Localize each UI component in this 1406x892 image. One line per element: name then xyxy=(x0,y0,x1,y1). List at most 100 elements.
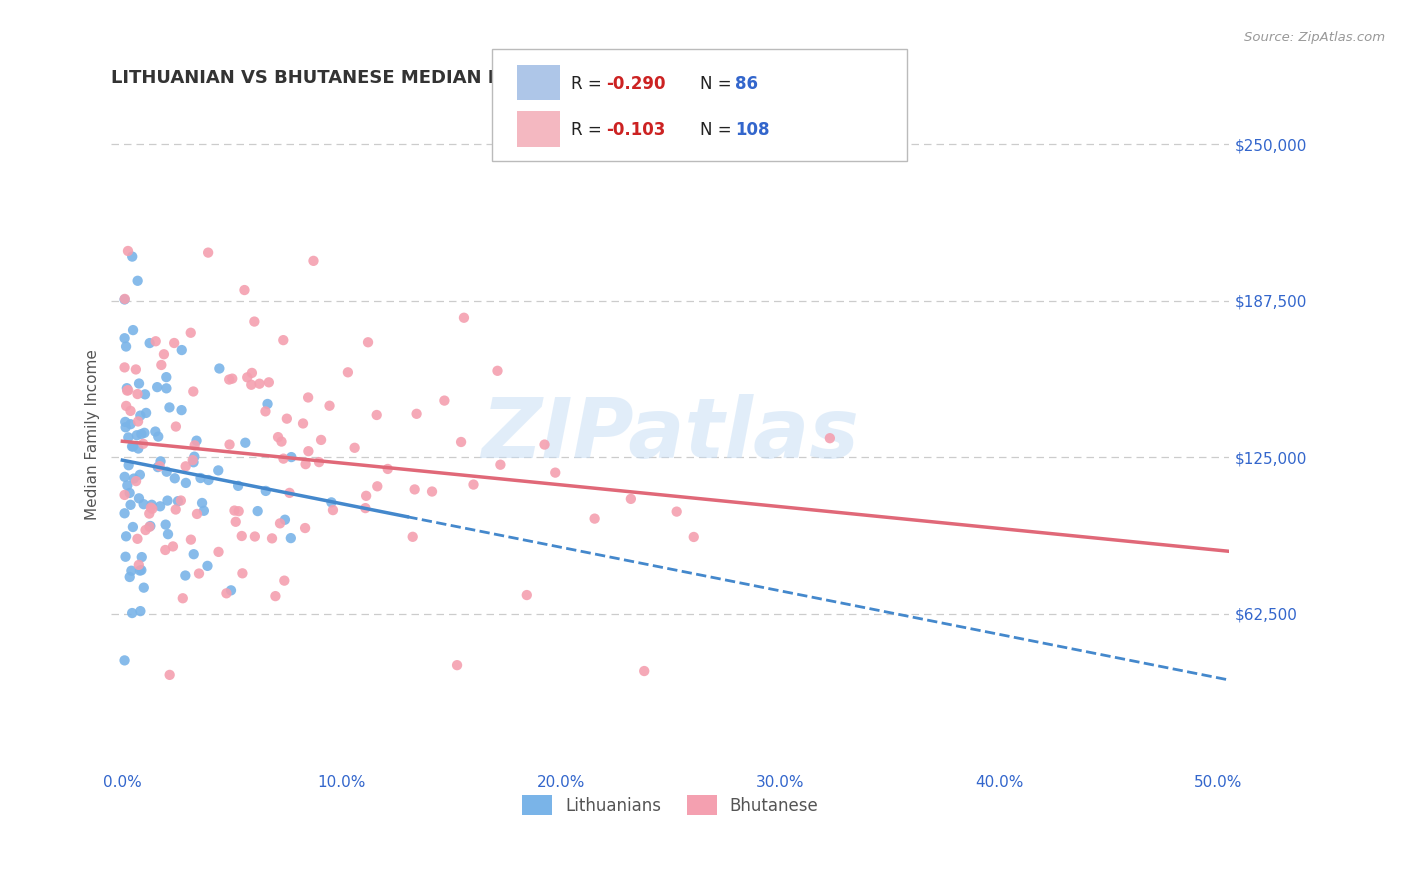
Point xyxy=(183,455,205,469)
Point xyxy=(354,489,377,503)
Point xyxy=(114,293,136,307)
Point xyxy=(146,460,169,475)
Point xyxy=(122,440,145,454)
Point xyxy=(516,588,538,602)
Point xyxy=(233,283,256,297)
Point xyxy=(163,336,186,351)
Point xyxy=(224,503,246,517)
Point xyxy=(132,497,155,511)
Text: -0.290: -0.290 xyxy=(606,75,665,94)
Point xyxy=(405,407,427,421)
Point xyxy=(302,253,325,268)
Point xyxy=(117,383,139,397)
Point xyxy=(264,589,287,603)
Point xyxy=(818,431,841,445)
Point xyxy=(114,549,136,564)
Point xyxy=(240,366,263,380)
Point xyxy=(215,586,238,600)
Point xyxy=(159,401,181,415)
Point xyxy=(155,543,177,558)
Point xyxy=(273,574,295,588)
Point xyxy=(228,504,250,518)
Point xyxy=(122,471,145,485)
Point xyxy=(127,532,149,546)
Point xyxy=(156,493,179,508)
Point xyxy=(208,361,231,376)
Point xyxy=(233,435,256,450)
Point xyxy=(132,437,155,451)
Point xyxy=(131,563,153,577)
Point xyxy=(420,484,443,499)
Point xyxy=(682,530,704,544)
Point xyxy=(292,417,315,431)
Point xyxy=(115,339,138,353)
Point xyxy=(321,495,343,509)
Point xyxy=(138,507,160,521)
Point xyxy=(122,520,145,534)
Point xyxy=(207,463,229,477)
Point xyxy=(117,430,139,444)
Point xyxy=(270,434,292,449)
Point xyxy=(165,419,187,434)
Point xyxy=(197,558,219,573)
Point xyxy=(145,334,167,349)
Point xyxy=(120,404,142,418)
Point xyxy=(153,347,176,361)
Point xyxy=(197,473,219,487)
Point xyxy=(127,274,149,288)
Point xyxy=(294,521,316,535)
Point xyxy=(193,504,215,518)
Point xyxy=(114,331,136,345)
Point xyxy=(207,545,229,559)
Point xyxy=(188,566,211,581)
Text: 108: 108 xyxy=(735,121,770,139)
Point xyxy=(633,664,655,678)
Point xyxy=(174,475,197,490)
Point xyxy=(117,244,139,258)
Point xyxy=(141,498,163,512)
Point xyxy=(174,459,197,474)
Text: Source: ZipAtlas.com: Source: ZipAtlas.com xyxy=(1244,31,1385,45)
Point xyxy=(533,437,555,451)
Point xyxy=(402,530,425,544)
Point xyxy=(120,498,142,512)
Point xyxy=(138,336,160,351)
Point xyxy=(127,387,149,401)
Point xyxy=(117,458,139,473)
Point xyxy=(120,564,142,578)
Text: -0.103: -0.103 xyxy=(606,121,665,139)
Point xyxy=(118,570,141,584)
Text: ZIPatlas: ZIPatlas xyxy=(481,394,859,475)
Point xyxy=(180,533,202,547)
Point xyxy=(170,343,193,357)
Point xyxy=(489,458,512,472)
Point xyxy=(404,483,426,497)
Point xyxy=(135,406,157,420)
Point xyxy=(186,507,208,521)
Point xyxy=(336,365,359,379)
Point xyxy=(218,373,240,387)
Point xyxy=(155,370,177,384)
Text: R =: R = xyxy=(571,121,607,139)
Point xyxy=(318,399,340,413)
Point xyxy=(463,477,485,491)
Point xyxy=(246,504,269,518)
Text: LITHUANIAN VS BHUTANESE MEDIAN FAMILY INCOME CORRELATION CHART: LITHUANIAN VS BHUTANESE MEDIAN FAMILY IN… xyxy=(111,69,866,87)
Point xyxy=(131,427,153,442)
Point xyxy=(274,513,297,527)
Point xyxy=(129,409,152,423)
Point xyxy=(243,529,266,543)
Point xyxy=(197,245,219,260)
Point xyxy=(128,376,150,391)
Point xyxy=(149,459,172,474)
Point xyxy=(114,470,136,484)
Point xyxy=(121,250,143,264)
Point xyxy=(128,467,150,482)
Point xyxy=(114,653,136,667)
Point xyxy=(231,566,253,581)
Point xyxy=(129,604,152,618)
Point xyxy=(267,430,290,444)
Point xyxy=(139,519,162,533)
Point xyxy=(183,438,205,452)
Point xyxy=(260,532,283,546)
